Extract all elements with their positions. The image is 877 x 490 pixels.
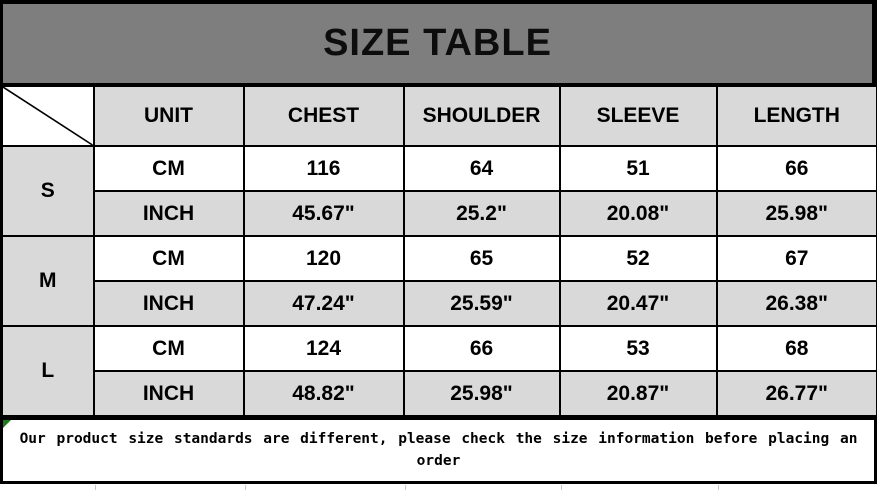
value-cell: 124 (242, 325, 405, 372)
size-label-s: S (0, 145, 95, 237)
diagonal-corner-cell (0, 85, 95, 147)
value-cell: 48.82" (242, 370, 405, 417)
value-cell: 53 (558, 325, 718, 372)
value-cell: 52 (558, 235, 718, 282)
header-row: UNIT CHEST SHOULDER SLEEVE LENGTH (0, 85, 877, 147)
table-row-s-inch: INCH 45.67" 25.2" 20.08" 25.98" (2, 190, 877, 237)
value-cell: 66 (402, 325, 561, 372)
column-header-unit: UNIT (92, 85, 245, 147)
table-row-s-cm: S CM 116 64 51 66 (0, 145, 877, 237)
value-cell: 45.67" (242, 190, 405, 237)
column-header-shoulder: SHOULDER (402, 85, 561, 147)
size-note-box: Our product size standards are different… (0, 417, 877, 484)
diagonal-line-icon (3, 87, 93, 145)
unit-cell: INCH (92, 280, 245, 327)
unit-cell: INCH (92, 370, 245, 417)
column-header-sleeve: SLEEVE (558, 85, 718, 147)
value-cell: 64 (402, 145, 561, 192)
unit-cell: CM (92, 235, 245, 282)
value-cell: 20.87" (558, 370, 718, 417)
value-cell: 26.38" (715, 280, 877, 327)
column-header-length: LENGTH (715, 85, 877, 147)
gridline-tick (561, 485, 562, 490)
gridline-tick (718, 485, 719, 490)
gridline-tick (95, 485, 96, 490)
table-row-l-cm: L CM 124 66 53 68 (0, 325, 877, 417)
value-cell: 116 (242, 145, 405, 192)
table-row-m-inch: INCH 47.24" 25.59" 20.47" 26.38" (2, 280, 877, 327)
size-label-m: M (0, 235, 95, 327)
value-cell: 66 (715, 145, 877, 192)
value-cell: 65 (402, 235, 561, 282)
table-row-l-inch: INCH 48.82" 25.98" 20.87" 26.77" (2, 370, 877, 417)
bottom-gridline-strip (0, 484, 877, 490)
value-cell: 25.2" (402, 190, 561, 237)
size-label-l: L (0, 325, 95, 417)
value-cell: 68 (715, 325, 877, 372)
size-note-text: Our product size standards are different… (19, 431, 858, 469)
size-table: UNIT CHEST SHOULDER SLEEVE LENGTH S CM 1… (0, 85, 877, 417)
value-cell: 25.98" (402, 370, 561, 417)
table-row-m-cm: M CM 120 65 52 67 (0, 235, 877, 327)
value-cell: 20.47" (558, 280, 718, 327)
unit-cell: CM (92, 325, 245, 372)
value-cell: 51 (558, 145, 718, 192)
page-title: SIZE TABLE (323, 22, 552, 64)
unit-cell: INCH (92, 190, 245, 237)
column-header-chest: CHEST (242, 85, 405, 147)
title-band: SIZE TABLE (0, 4, 877, 85)
value-cell: 25.98" (715, 190, 877, 237)
top-border (0, 0, 877, 4)
unit-cell: CM (92, 145, 245, 192)
gridline-tick (405, 485, 406, 490)
value-cell: 26.77" (715, 370, 877, 417)
value-cell: 67 (715, 235, 877, 282)
value-cell: 120 (242, 235, 405, 282)
value-cell: 25.59" (402, 280, 561, 327)
value-cell: 47.24" (242, 280, 405, 327)
gridline-tick (245, 485, 246, 490)
value-cell: 20.08" (558, 190, 718, 237)
cell-corner-marker-icon (3, 420, 11, 428)
